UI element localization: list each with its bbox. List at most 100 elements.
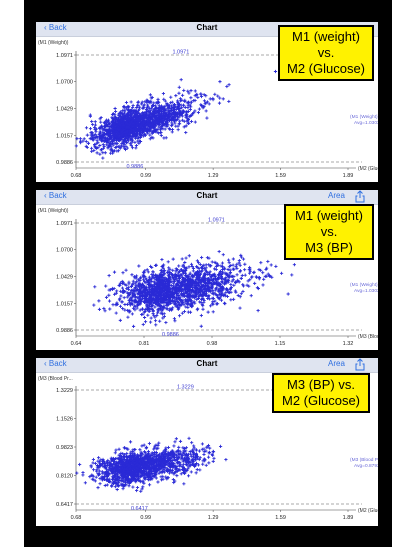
scatter-point <box>212 291 216 295</box>
scatter-point <box>183 260 187 265</box>
scatter-point <box>159 287 164 291</box>
scatter-point <box>124 268 128 272</box>
scatter-point <box>235 266 239 271</box>
scatter-point <box>252 271 256 275</box>
scatter-point <box>183 300 187 304</box>
scatter-point <box>182 268 186 272</box>
scatter-point <box>204 101 208 105</box>
scatter-point <box>237 259 241 263</box>
scatter-point <box>128 470 133 474</box>
scatter-point <box>191 269 195 273</box>
scatter-point <box>146 467 151 471</box>
scatter-point <box>158 319 162 323</box>
scatter-point <box>97 135 101 139</box>
scatter-point <box>124 454 129 459</box>
scatter-point <box>150 135 154 139</box>
navigation-bar: ‹ Back Chart Area <box>36 358 378 373</box>
scatter-point <box>184 130 188 135</box>
scatter-point <box>104 122 109 127</box>
share-icon[interactable] <box>354 190 366 203</box>
scatter-point <box>203 278 207 283</box>
scatter-point <box>189 105 193 109</box>
back-button[interactable]: ‹ Back <box>44 191 67 200</box>
scatter-point <box>192 296 197 300</box>
navigation-bar: ‹ Back Chart Area <box>36 190 378 205</box>
scatter-point <box>118 283 122 287</box>
scatter-point <box>183 280 187 284</box>
area-button[interactable]: Area <box>328 191 345 200</box>
scatter-point <box>127 118 131 123</box>
scatter-point <box>152 314 156 318</box>
scatter-point <box>138 133 142 137</box>
scatter-point <box>211 300 215 304</box>
scatter-point <box>149 477 153 481</box>
back-button[interactable]: ‹ Back <box>44 23 67 32</box>
scatter-point <box>241 283 245 287</box>
scatter-point <box>122 142 126 146</box>
scatter-point <box>229 298 233 302</box>
scatter-point <box>162 288 167 292</box>
callout-label: M1 (weight) vs. M3 (BP) <box>284 204 374 260</box>
scatter-point <box>129 296 134 300</box>
scatter-point <box>189 470 193 474</box>
scatter-point <box>135 132 139 136</box>
scatter-point <box>141 127 146 131</box>
scatter-point <box>187 465 191 469</box>
scatter-point <box>129 472 133 477</box>
scatter-point <box>104 295 109 299</box>
scatter-point <box>94 475 98 479</box>
scatter-point <box>148 106 152 111</box>
scatter-point <box>125 141 129 145</box>
scatter-point <box>167 282 171 286</box>
scatter-point <box>232 267 236 271</box>
scatter-point <box>145 268 149 272</box>
scatter-point <box>186 305 190 310</box>
scatter-point <box>167 462 171 466</box>
scatter-point <box>218 444 223 449</box>
scatter-point <box>148 320 153 324</box>
scatter-chart: (M1 (Weight))1.09711.07001.04291.01570.9… <box>38 40 378 179</box>
scatter-point <box>217 297 222 301</box>
scatter-point <box>203 292 207 296</box>
scatter-point <box>194 458 198 462</box>
scatter-point <box>118 297 122 301</box>
area-button[interactable]: Area <box>328 359 345 368</box>
scatter-point <box>180 467 185 472</box>
scatter-point <box>186 89 190 93</box>
scatter-point <box>198 293 202 298</box>
back-button[interactable]: ‹ Back <box>44 359 67 368</box>
scatter-point <box>172 452 176 456</box>
scatter-point <box>176 128 180 132</box>
scatter-point <box>96 471 100 476</box>
scatter-point <box>133 308 137 312</box>
scatter-point <box>110 458 115 462</box>
scatter-point <box>208 446 212 450</box>
chart-screen-bp-glucose: ‹ Back Chart Area (M3 (Blood Pr... 1.3229… <box>36 358 378 526</box>
scatter-point <box>184 268 188 273</box>
scatter-point <box>168 127 172 132</box>
scatter-point <box>167 266 171 270</box>
scatter-point <box>225 294 230 299</box>
share-icon[interactable] <box>354 358 366 371</box>
scatter-point <box>207 451 211 455</box>
scatter-point <box>286 292 290 296</box>
scatter-point <box>173 287 177 291</box>
scatter-point <box>186 290 190 294</box>
scatter-point <box>91 457 96 462</box>
x-tick-label: 1.59 <box>275 515 286 521</box>
scatter-points <box>75 436 228 493</box>
scatter-point <box>181 293 185 297</box>
scatter-point <box>134 124 139 128</box>
scatter-point <box>125 295 129 299</box>
scatter-point <box>172 119 177 123</box>
scatter-point <box>105 483 109 487</box>
scatter-point <box>95 469 99 473</box>
scatter-point <box>131 464 135 468</box>
scatter-point <box>141 471 145 475</box>
scatter-point <box>204 281 208 286</box>
y-tick-label: 1.1526 <box>56 417 73 423</box>
scatter-point <box>174 111 178 115</box>
scatter-point <box>178 285 182 289</box>
scatter-point <box>140 283 144 288</box>
scatter-point <box>95 151 99 155</box>
